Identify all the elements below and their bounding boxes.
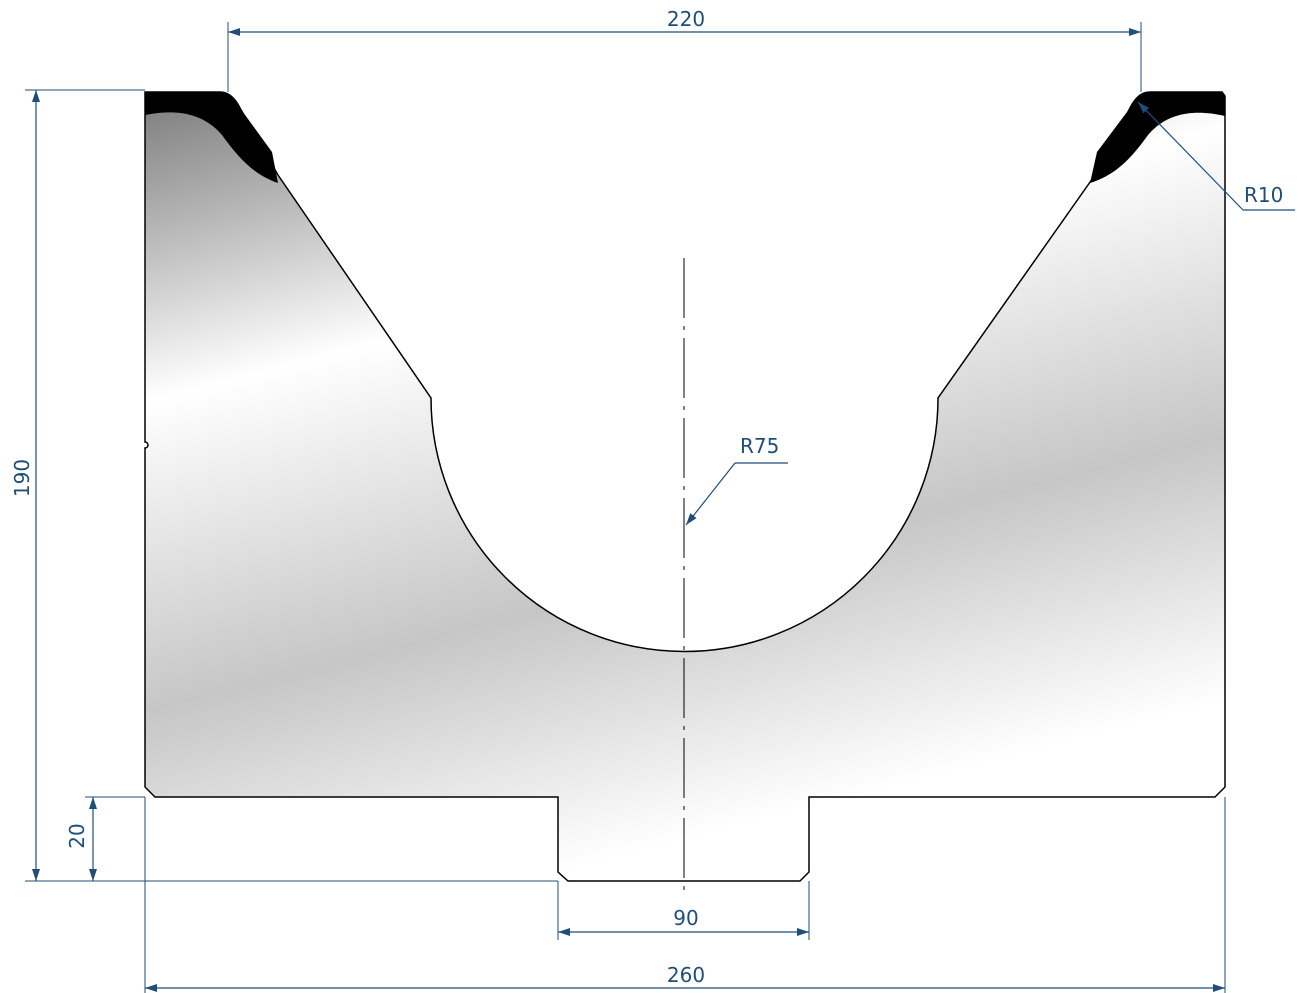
die-body bbox=[144, 91, 1226, 882]
dim-top-opening-label: 220 bbox=[667, 7, 705, 31]
dim-total-height-label: 190 bbox=[10, 459, 34, 497]
hardened-edge-right bbox=[1090, 92, 1225, 183]
dim-tang-height-label: 20 bbox=[65, 823, 89, 848]
dim-total-width: 260 bbox=[144, 797, 1226, 993]
dim-top-opening: 220 bbox=[227, 7, 1142, 92]
dim-radius-bottom: R75 bbox=[685, 434, 788, 526]
dim-radius-edge-label: R10 bbox=[1244, 183, 1283, 207]
hardened-edge-left bbox=[145, 92, 278, 183]
dim-tang-width: 90 bbox=[557, 881, 810, 940]
dim-total-width-label: 260 bbox=[667, 963, 705, 987]
dim-tang-height: 20 bbox=[65, 796, 145, 881]
dim-radius-edge: R10 bbox=[1137, 101, 1295, 211]
dim-tang-width-label: 90 bbox=[673, 906, 698, 930]
dim-total-height: 190 bbox=[10, 89, 558, 882]
dim-radius-bottom-label: R75 bbox=[740, 434, 779, 458]
